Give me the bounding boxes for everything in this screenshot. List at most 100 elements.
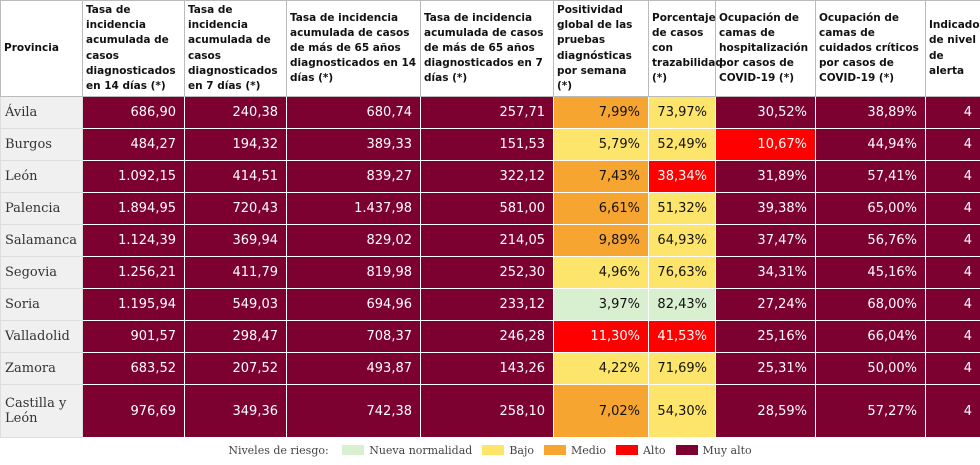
value-cell: 7,99% (553, 96, 649, 130)
value-cell: 66,04% (815, 320, 926, 354)
value-cell: 1.437,98 (286, 192, 421, 226)
column-header: Ocupación de camas de cuidados críticos … (815, 0, 926, 98)
value-cell: 76,63% (648, 256, 716, 290)
value-cell: 41,53% (648, 320, 716, 354)
value-cell: 151,53 (420, 128, 554, 162)
legend-swatch (482, 445, 505, 455)
legend-label: Medio (571, 443, 606, 457)
province-cell: Castilla y León (0, 384, 83, 439)
value-cell: 68,00% (815, 288, 926, 322)
value-cell: 38,34% (648, 160, 716, 194)
value-cell: 57,41% (815, 160, 926, 194)
column-header: Tasa de incidencia acumulada de casos di… (184, 0, 287, 98)
value-cell: 4 (925, 96, 980, 130)
column-header: Ocupación de camas de hospitalización po… (715, 0, 816, 98)
value-cell: 44,94% (815, 128, 926, 162)
value-cell: 322,12 (420, 160, 554, 194)
legend-label: Muy alto (702, 443, 752, 457)
legend-swatch (615, 445, 638, 455)
value-cell: 742,38 (286, 384, 421, 439)
value-cell: 258,10 (420, 384, 554, 439)
province-cell: Valladolid (0, 320, 83, 354)
value-cell: 31,89% (715, 160, 816, 194)
value-cell: 493,87 (286, 352, 421, 386)
value-cell: 39,38% (715, 192, 816, 226)
value-cell: 4 (925, 192, 980, 226)
value-cell: 4,22% (553, 352, 649, 386)
value-cell: 246,28 (420, 320, 554, 354)
value-cell: 10,67% (715, 128, 816, 162)
table-row: Salamanca 1.124,39 369,94 829,02 214,05 9,89%… (0, 224, 980, 258)
value-cell: 414,51 (184, 160, 287, 194)
legend-label: Alto (642, 443, 666, 457)
table-body: Ávila 686,90 240,38 680,74 257,71 7,99% 73,97%… (0, 96, 980, 439)
value-cell: 4 (925, 288, 980, 322)
value-cell: 7,02% (553, 384, 649, 439)
province-cell: Ávila (0, 96, 83, 130)
value-cell: 4 (925, 128, 980, 162)
value-cell: 686,90 (82, 96, 185, 130)
value-cell: 389,33 (286, 128, 421, 162)
value-cell: 9,89% (553, 224, 649, 258)
value-cell: 240,38 (184, 96, 287, 130)
value-cell: 720,43 (184, 192, 287, 226)
value-cell: 73,97% (648, 96, 716, 130)
value-cell: 369,94 (184, 224, 287, 258)
column-header: Tasa de incidencia acumulada de casos de… (420, 0, 554, 98)
value-cell: 7,43% (553, 160, 649, 194)
province-cell: Palencia (0, 192, 83, 226)
province-cell: Zamora (0, 352, 83, 386)
value-cell: 349,36 (184, 384, 287, 439)
value-cell: 901,57 (82, 320, 185, 354)
province-cell: León (0, 160, 83, 194)
value-cell: 233,12 (420, 288, 554, 322)
value-cell: 57,27% (815, 384, 926, 439)
value-cell: 4 (925, 160, 980, 194)
table-row: Soria 1.195,94 549,03 694,96 233,12 3,97% 82,4… (0, 288, 980, 322)
value-cell: 694,96 (286, 288, 421, 322)
legend-swatch (544, 445, 567, 455)
value-cell: 56,76% (815, 224, 926, 258)
value-cell: 4 (925, 224, 980, 258)
value-cell: 298,47 (184, 320, 287, 354)
value-cell: 252,30 (420, 256, 554, 290)
value-cell: 34,31% (715, 256, 816, 290)
legend-title: Niveles de riesgo: (228, 443, 329, 457)
table-row: Castilla y León 976,69 349,36 742,38 258,10 7… (0, 384, 980, 439)
value-cell: 4 (925, 256, 980, 290)
table-row: León 1.092,15 414,51 839,27 322,12 7,43% 38,34… (0, 160, 980, 194)
value-cell: 1.894,95 (82, 192, 185, 226)
value-cell: 30,52% (715, 96, 816, 130)
value-cell: 65,00% (815, 192, 926, 226)
value-cell: 11,30% (553, 320, 649, 354)
value-cell: 549,03 (184, 288, 287, 322)
legend-label: Nueva normalidad (369, 443, 473, 457)
value-cell: 5,79% (553, 128, 649, 162)
value-cell: 1.256,21 (82, 256, 185, 290)
value-cell: 976,69 (82, 384, 185, 439)
table-row: Burgos 484,27 194,32 389,33 151,53 5,79% 52,49… (0, 128, 980, 162)
table-row: Zamora 683,52 207,52 493,87 143,26 4,22% 71,69… (0, 352, 980, 386)
column-header: Tasa de incidencia acumulada de casos di… (82, 0, 185, 98)
legend-swatch (342, 445, 365, 455)
value-cell: 4 (925, 384, 980, 439)
value-cell: 25,16% (715, 320, 816, 354)
column-header: Tasa de incidencia acumulada de casos de… (286, 0, 421, 98)
value-cell: 4,96% (553, 256, 649, 290)
value-cell: 1.124,39 (82, 224, 185, 258)
value-cell: 1.092,15 (82, 160, 185, 194)
value-cell: 1.195,94 (82, 288, 185, 322)
header-row: Provincia Tasa de incidencia acumulada de… (0, 0, 980, 98)
value-cell: 708,37 (286, 320, 421, 354)
table-row: Valladolid 901,57 298,47 708,37 246,28 11,30%… (0, 320, 980, 354)
province-cell: Burgos (0, 128, 83, 162)
table-row: Palencia 1.894,95 720,43 1.437,98 581,00 6,61… (0, 192, 980, 226)
value-cell: 71,69% (648, 352, 716, 386)
value-cell: 38,89% (815, 96, 926, 130)
value-cell: 37,47% (715, 224, 816, 258)
value-cell: 484,27 (82, 128, 185, 162)
value-cell: 194,32 (184, 128, 287, 162)
value-cell: 257,71 (420, 96, 554, 130)
value-cell: 680,74 (286, 96, 421, 130)
